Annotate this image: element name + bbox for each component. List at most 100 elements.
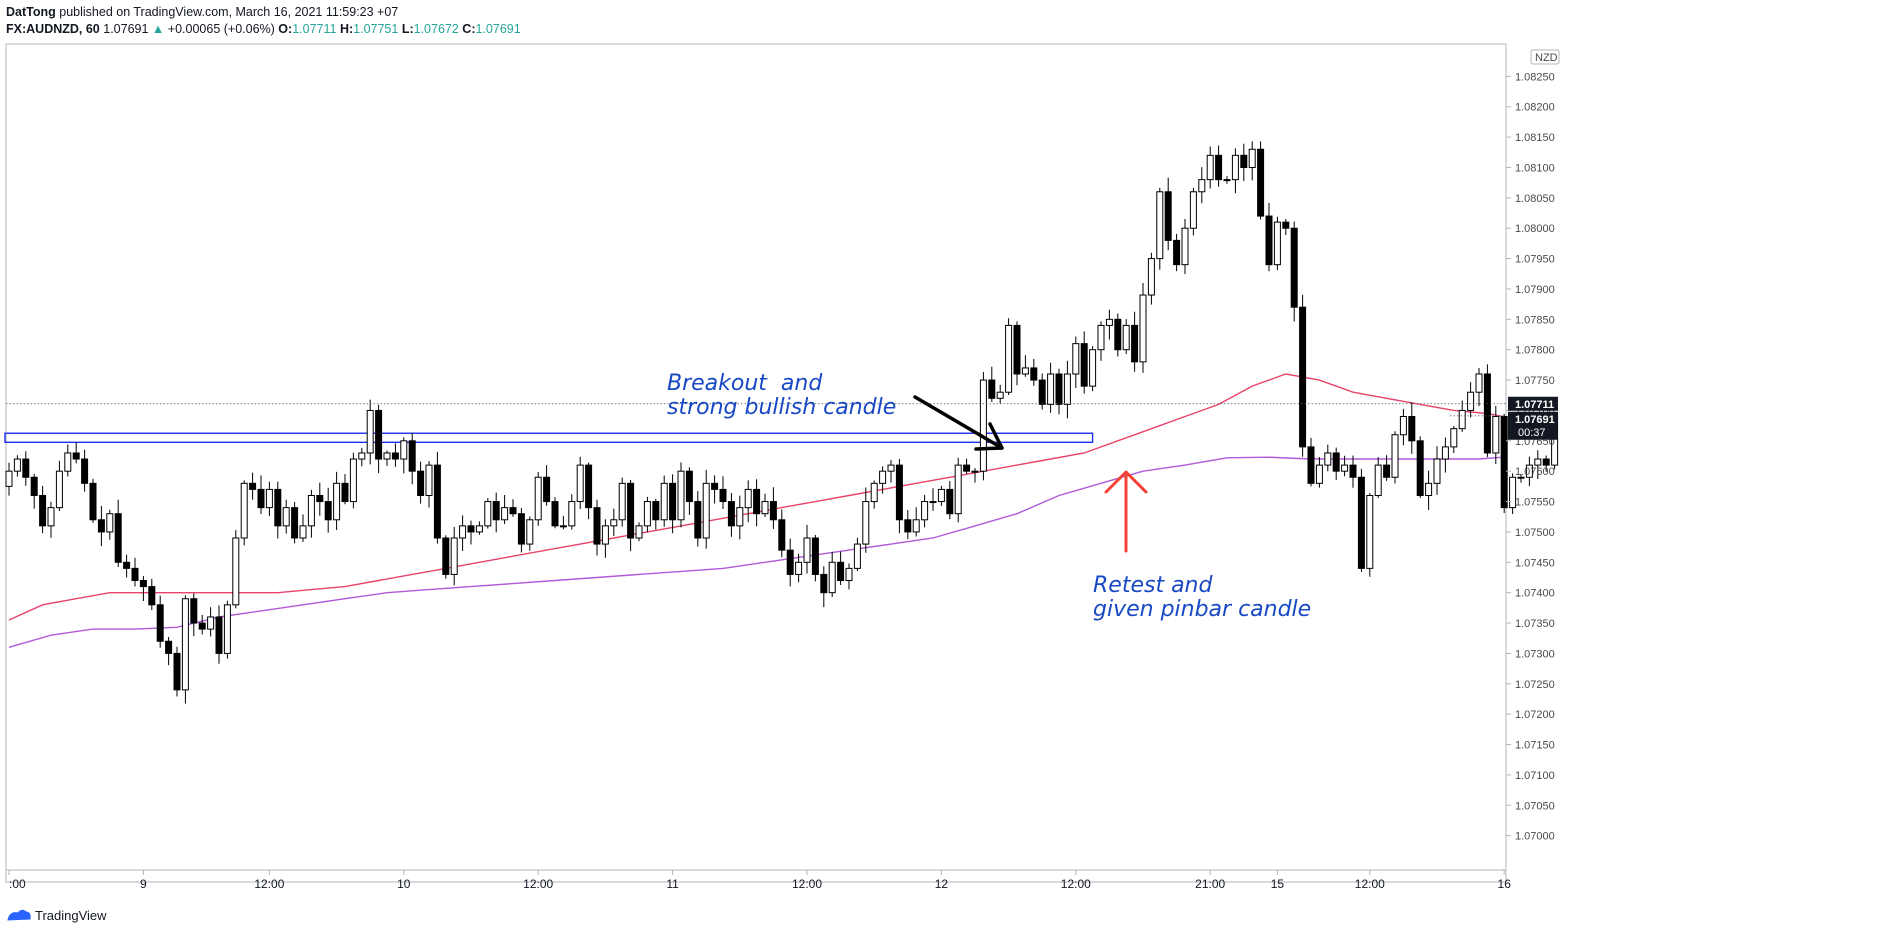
candle[interactable] (1425, 470, 1433, 510)
candle[interactable] (1458, 400, 1466, 432)
candle[interactable] (988, 366, 996, 402)
candle[interactable] (996, 384, 1004, 404)
candle[interactable] (72, 442, 80, 464)
candle[interactable] (769, 487, 777, 529)
candle[interactable] (929, 488, 937, 511)
candle[interactable] (1374, 457, 1382, 498)
candle[interactable] (484, 498, 492, 529)
candle[interactable] (223, 600, 231, 659)
candle[interactable] (937, 485, 945, 506)
candle[interactable] (702, 469, 710, 549)
candle[interactable] (1542, 455, 1550, 472)
candle[interactable] (240, 480, 248, 546)
candle[interactable] (450, 526, 458, 586)
candle[interactable] (492, 492, 500, 533)
candle[interactable] (425, 461, 433, 508)
candle[interactable] (1299, 294, 1307, 457)
candle[interactable] (853, 537, 861, 572)
candle[interactable] (845, 563, 853, 590)
candle[interactable] (904, 510, 912, 540)
candle[interactable] (870, 480, 878, 509)
candle[interactable] (1500, 413, 1508, 514)
candle[interactable] (459, 515, 467, 551)
candle[interactable] (963, 458, 971, 474)
candle[interactable] (685, 467, 693, 515)
candle[interactable] (1047, 362, 1055, 413)
candle[interactable] (400, 437, 408, 474)
candle[interactable] (1416, 436, 1424, 498)
author-name[interactable]: DatTong (6, 5, 56, 19)
candle[interactable] (1357, 468, 1365, 572)
candle[interactable] (946, 481, 954, 520)
candle[interactable] (383, 450, 391, 466)
candle[interactable] (1534, 450, 1542, 479)
candle[interactable] (1063, 360, 1071, 419)
candle[interactable] (1525, 456, 1533, 487)
candle[interactable] (736, 495, 744, 540)
candle[interactable] (81, 449, 89, 492)
candle[interactable] (148, 578, 156, 611)
candle[interactable] (282, 499, 290, 534)
candle[interactable] (232, 530, 240, 609)
candle[interactable] (1517, 474, 1525, 483)
candle[interactable] (5, 462, 13, 496)
candle[interactable] (442, 535, 450, 579)
candle[interactable] (475, 521, 483, 535)
candle[interactable] (1181, 219, 1189, 274)
candle[interactable] (139, 576, 147, 601)
candle[interactable] (1475, 367, 1483, 407)
candle[interactable] (375, 404, 383, 474)
candle[interactable] (1105, 309, 1113, 340)
candle[interactable] (727, 493, 735, 537)
candle[interactable] (467, 520, 475, 545)
candle[interactable] (274, 481, 282, 539)
candle[interactable] (744, 480, 752, 523)
candle[interactable] (13, 455, 21, 477)
candle[interactable] (299, 514, 307, 543)
candle[interactable] (1030, 358, 1038, 386)
candle[interactable] (1509, 473, 1517, 515)
candle[interactable] (694, 491, 702, 547)
candle[interactable] (921, 494, 929, 528)
candle[interactable] (106, 509, 114, 540)
candle[interactable] (1366, 493, 1374, 577)
candle[interactable] (341, 474, 349, 505)
candle[interactable] (198, 614, 206, 635)
candle[interactable] (501, 494, 509, 524)
candle[interactable] (1231, 148, 1239, 194)
candle[interactable] (1013, 321, 1021, 386)
candle[interactable] (1122, 319, 1130, 355)
candle[interactable] (1341, 455, 1349, 477)
candle[interactable] (517, 507, 525, 553)
candle[interactable] (643, 496, 651, 532)
candle[interactable] (30, 473, 38, 509)
candle[interactable] (89, 478, 97, 523)
candle[interactable] (1055, 368, 1063, 415)
candle[interactable] (1324, 444, 1332, 472)
candle[interactable] (1097, 321, 1105, 361)
candle[interactable] (291, 501, 299, 544)
candle[interactable] (534, 472, 542, 526)
candle[interactable] (660, 475, 668, 527)
candle[interactable] (585, 462, 593, 520)
candle[interactable] (887, 459, 895, 483)
candle[interactable] (1483, 364, 1491, 458)
candle[interactable] (1257, 141, 1265, 220)
candle[interactable] (114, 499, 122, 568)
candle[interactable] (895, 458, 903, 534)
candle[interactable] (1038, 373, 1046, 410)
candle[interactable] (156, 595, 164, 648)
candle[interactable] (433, 451, 441, 544)
candle[interactable] (1349, 455, 1357, 488)
candle[interactable] (39, 485, 47, 534)
candle[interactable] (1307, 437, 1315, 487)
candle[interactable] (1433, 446, 1441, 495)
candle[interactable] (979, 372, 987, 481)
candle[interactable] (551, 497, 559, 529)
candle[interactable] (1492, 405, 1500, 464)
candle[interactable] (711, 475, 719, 504)
candle[interactable] (761, 493, 769, 518)
candle[interactable] (719, 476, 727, 510)
candle[interactable] (1441, 437, 1449, 473)
candle[interactable] (879, 466, 887, 494)
